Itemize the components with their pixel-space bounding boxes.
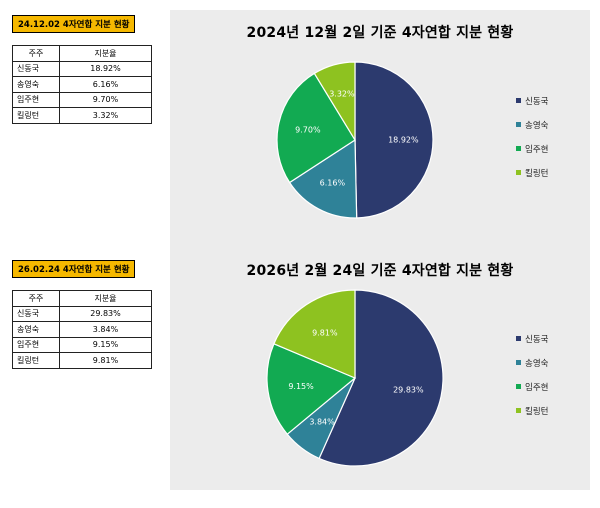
legend-label: 임주현 <box>525 383 549 393</box>
legend-item: 킬링턴 <box>516 405 548 429</box>
legend-swatch <box>516 98 521 103</box>
share-table: 주주 지분율 신동국 29.83% 송영숙 3.84% 임주현 9.15% 킬링… <box>12 290 152 369</box>
table-tag: 24.12.02 4자연합 지분 현황 <box>12 15 136 33</box>
pie-slice-킬링턴 <box>313 61 356 143</box>
legend-label: 신동국 <box>525 97 549 107</box>
legend-item: 송영숙 <box>516 357 548 381</box>
pie-svg: 18.92% 6.16% 9.70% 3.32% <box>276 61 434 219</box>
shareholder-name: 신동국 <box>12 60 60 77</box>
chart-title: 2026년 2월 24일 기준 4자연합 지분 현황 <box>246 263 514 279</box>
data-label: 9.15% <box>288 382 314 391</box>
shareholder-name: 신동국 <box>12 305 60 322</box>
table-row: 임주현 9.70% <box>12 91 152 108</box>
legend-swatch <box>516 408 521 413</box>
share-value: 3.84% <box>59 321 152 338</box>
pie-slice-송영숙 <box>288 138 358 219</box>
legend-item: 신동국 <box>516 95 548 119</box>
pie-slice-임주현 <box>276 72 356 184</box>
legend-label: 임주현 <box>525 145 549 155</box>
share-value: 9.70% <box>59 91 152 108</box>
table-tag: 26.02.24 4자연합 지분 현황 <box>12 260 136 278</box>
legend-swatch <box>516 122 521 127</box>
table-row: 신동국 29.83% <box>12 305 152 322</box>
table-row: 송영숙 3.84% <box>12 321 152 338</box>
shareholder-name: 송영숙 <box>12 321 60 338</box>
pie-slice-킬링턴 <box>273 289 356 379</box>
chart-title: 2024년 12월 2일 기준 4자연합 지분 현황 <box>246 25 514 41</box>
legend-swatch <box>516 384 521 389</box>
legend-item: 송영숙 <box>516 119 548 143</box>
share-value: 9.81% <box>59 352 152 369</box>
chart-panel: 2024년 12월 2일 기준 4자연합 지분 현황 18.92% 6.16% 9.… <box>170 10 590 490</box>
data-label: 29.83% <box>393 385 424 394</box>
data-label: 6.16% <box>320 179 346 188</box>
header-share: 지분율 <box>59 290 152 307</box>
pie-chart-2026: 2026년 2월 24일 기준 4자연합 지분 현황 29.83% 3.84% 9.… <box>170 248 590 478</box>
legend-swatch <box>516 170 521 175</box>
table-row: 임주현 9.15% <box>12 336 152 353</box>
pie-svg: 29.83% 3.84% 9.15% 9.81% <box>266 289 444 467</box>
data-label: 9.81% <box>312 329 338 338</box>
header-shareholder: 주주 <box>12 45 60 62</box>
legend-item: 킬링턴 <box>516 167 548 191</box>
table-row: 킬링턴 3.32% <box>12 107 152 124</box>
pie-slice-신동국 <box>318 289 444 467</box>
shareholder-name: 킬링턴 <box>12 107 60 124</box>
table-row: 신동국 18.92% <box>12 60 152 77</box>
shareholder-name: 임주현 <box>12 91 60 108</box>
legend: 신동국 송영숙 임주현 킬링턴 <box>516 333 548 429</box>
header-shareholder: 주주 <box>12 290 60 307</box>
legend-label: 신동국 <box>525 335 549 345</box>
data-label: 9.70% <box>295 125 321 134</box>
data-label: 18.92% <box>388 135 419 144</box>
pie-slice-신동국 <box>354 61 434 219</box>
shareholder-name: 송영숙 <box>12 76 60 93</box>
pie-chart-2024: 2024년 12월 2일 기준 4자연합 지분 현황 18.92% 6.16% 9.… <box>170 10 590 240</box>
share-table: 주주 지분율 신동국 18.92% 송영숙 6.16% 임주현 9.70% 킬링… <box>12 45 152 124</box>
legend-swatch <box>516 336 521 341</box>
shareholder-name: 킬링턴 <box>12 352 60 369</box>
legend-item: 임주현 <box>516 143 548 167</box>
data-label: 3.84% <box>309 417 335 426</box>
legend-item: 신동국 <box>516 333 548 357</box>
table-row: 킬링턴 9.81% <box>12 352 152 369</box>
share-value: 18.92% <box>59 60 152 77</box>
pie-slice-임주현 <box>266 342 357 436</box>
legend-label: 송영숙 <box>525 359 549 369</box>
header-share: 지분율 <box>59 45 152 62</box>
table-row: 송영숙 6.16% <box>12 76 152 93</box>
legend-swatch <box>516 360 521 365</box>
legend-item: 임주현 <box>516 381 548 405</box>
legend: 신동국 송영숙 임주현 킬링턴 <box>516 95 548 191</box>
share-value: 3.32% <box>59 107 152 124</box>
shareholder-name: 임주현 <box>12 336 60 353</box>
legend-label: 송영숙 <box>525 121 549 131</box>
table-block-2024: 24.12.02 4자연합 지분 현황 주주 지분율 신동국 18.92% 송영… <box>12 12 152 124</box>
share-value: 6.16% <box>59 76 152 93</box>
data-label: 3.32% <box>329 89 355 98</box>
share-value: 29.83% <box>59 305 152 322</box>
legend-swatch <box>516 146 521 151</box>
legend-label: 킬링턴 <box>525 169 549 179</box>
table-block-2026: 26.02.24 4자연합 지분 현황 주주 지분율 신동국 29.83% 송영… <box>12 257 152 369</box>
share-value: 9.15% <box>59 336 152 353</box>
legend-label: 킬링턴 <box>525 407 549 417</box>
